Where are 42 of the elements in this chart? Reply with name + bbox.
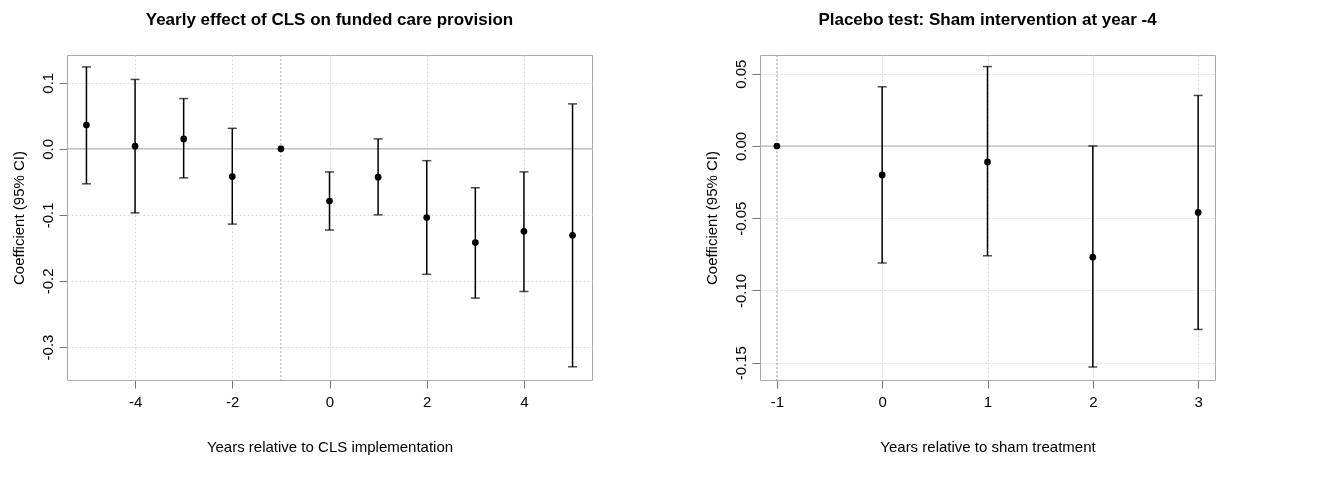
point <box>228 173 236 180</box>
x-tick-label: 2 <box>423 392 432 410</box>
x-tick-label: 3 <box>1194 392 1203 410</box>
y-tick-label: 0.00 <box>731 131 749 162</box>
point <box>83 121 90 129</box>
chart-title: Yearly effect of CLS on funded care provision <box>145 9 514 29</box>
y-tick-label: -0.05 <box>731 201 749 236</box>
x-tick-label: 0 <box>325 392 335 410</box>
y-tick-label: -0.2 <box>38 268 56 295</box>
x-tick-label: -4 <box>128 392 143 410</box>
point <box>277 145 285 153</box>
y-tick-label: 0.05 <box>731 59 749 89</box>
chart-title: Placebo test: Sham intervention at year -4 <box>818 9 1158 29</box>
point <box>374 173 382 181</box>
x-axis-title: Years relative to sham treatment <box>880 437 1097 455</box>
point <box>878 171 886 179</box>
point <box>471 239 479 246</box>
y-tick-label: -0.15 <box>731 346 749 381</box>
x-tick-label: -1 <box>770 392 785 410</box>
y-tick-label: 0.0 <box>38 138 56 160</box>
x-tick-label: 4 <box>520 392 529 410</box>
y-tick-label: -0.1 <box>38 202 56 229</box>
point <box>180 135 188 143</box>
y-tick-label: -0.3 <box>38 334 56 361</box>
point <box>1194 209 1202 216</box>
y-tick-label: 0.1 <box>38 72 56 94</box>
y-axis-title: Coefficient (95% CI) <box>702 151 720 285</box>
x-tick-label: 0 <box>878 392 887 410</box>
x-tick-label: 2 <box>1089 392 1098 410</box>
point <box>984 158 991 166</box>
x-tick-label: 1 <box>983 392 993 410</box>
point <box>326 197 333 205</box>
y-axis-title: Coefficient (95% CI) <box>9 151 27 285</box>
point <box>131 142 139 150</box>
point <box>423 214 431 221</box>
y-tick-label: -0.10 <box>731 273 749 309</box>
point <box>1089 253 1097 261</box>
point <box>569 231 576 239</box>
x-tick-label: -2 <box>226 392 240 410</box>
point <box>520 228 528 235</box>
point <box>773 142 781 150</box>
x-axis-title: Years relative to CLS implementation <box>206 437 454 455</box>
